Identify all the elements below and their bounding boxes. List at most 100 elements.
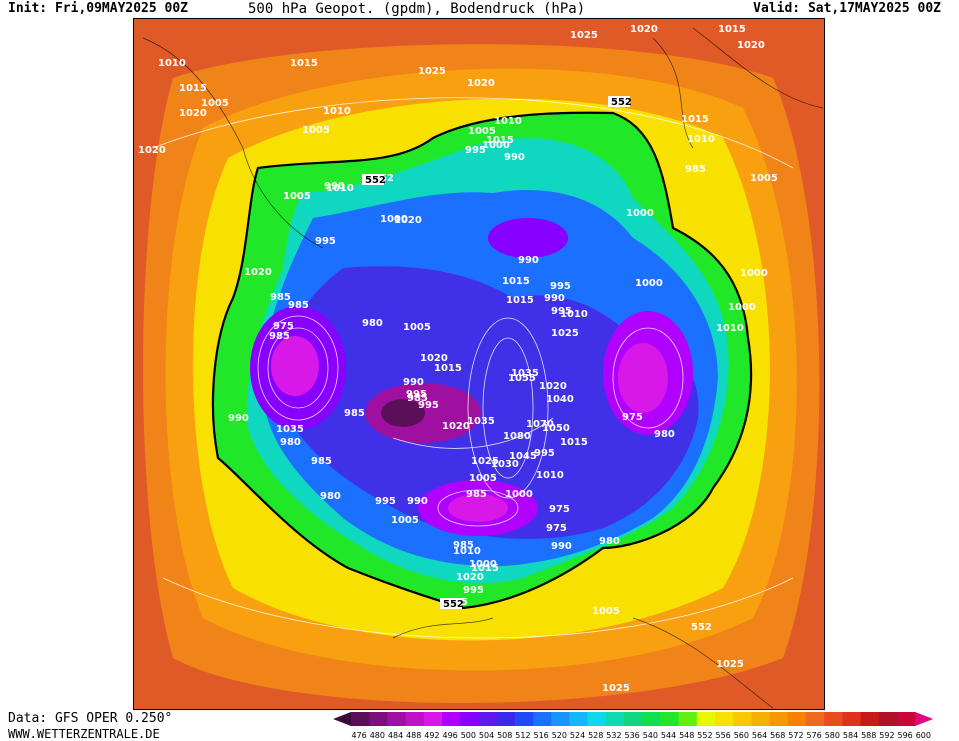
isobar-label: 1010 [326, 183, 354, 194]
isobar-label: 995 [463, 585, 484, 596]
isobar-label: 1015 [681, 114, 709, 125]
scale-label: 544 [661, 731, 676, 740]
scale-label: 600 [916, 731, 931, 740]
coastlines [142, 27, 824, 709]
isobar-label: 990 [403, 377, 424, 388]
isobar-label: 1005 [391, 515, 419, 526]
contour-label-south: 552 [443, 599, 464, 610]
scale-label: 492 [424, 731, 439, 740]
scale-swatch [569, 712, 589, 726]
isobar-label: 1015 [471, 563, 499, 574]
isobar-label: 1005 [468, 126, 496, 137]
isobar-label: 1020 [630, 24, 658, 35]
website-link[interactable]: WWW.WETTERZENTRALE.DE [8, 727, 160, 741]
isobar-label: 1015 [290, 58, 318, 69]
isobar-label: 1045 [509, 451, 537, 462]
isobar-label: 1015 [506, 295, 534, 306]
scale-swatch [460, 712, 479, 726]
scale-label: 584 [843, 731, 858, 740]
isobar-label: 985 [344, 408, 365, 419]
isobar-label: 1025 [471, 456, 499, 467]
isobar-label: 1000 [380, 214, 408, 225]
isobar-label: 1025 [716, 659, 744, 670]
scale-swatch [551, 712, 570, 726]
scale-swatch [715, 712, 734, 726]
isobar-label: 995 [315, 236, 336, 247]
isobar-label: 1025 [602, 683, 630, 694]
scale-label: 524 [570, 731, 585, 740]
scale-swatch [733, 712, 752, 726]
isobar-label: 1020 [456, 572, 484, 583]
isobar-label: 1000 [740, 268, 768, 279]
isobar-label: 980 [654, 429, 675, 440]
scale-label: 536 [625, 731, 640, 740]
chart-title: 500 hPa Geopot. (gpdm), Bodendruck (hPa) [248, 1, 586, 17]
scale-swatch [533, 712, 552, 726]
scale-swatch [660, 712, 680, 726]
scale-label: 580 [825, 731, 840, 740]
isobar-label: 1025 [570, 30, 598, 41]
isobar-label: 1080 [503, 431, 531, 442]
isobar-label: 1000 [626, 208, 654, 219]
isobar-label: 1040 [546, 394, 574, 405]
scale-label: 496 [443, 731, 458, 740]
scale-swatch [860, 712, 880, 726]
field-indigo [282, 266, 699, 539]
label-552-west [362, 174, 384, 185]
scale-arrow-right [915, 712, 934, 726]
isobar-label: 1035 [276, 424, 304, 435]
scale-label: 596 [898, 731, 913, 740]
scale-swatch [897, 712, 916, 726]
isobar-label: 975 [273, 321, 294, 332]
isobar-label: 985 [311, 456, 332, 467]
scale-swatch [806, 712, 825, 726]
scale-label: 564 [752, 731, 767, 740]
scale-swatch [369, 712, 388, 726]
isobar-label: 985 [288, 300, 309, 311]
isobar-label: 1020 [394, 215, 422, 226]
contour-label-north: 552 [611, 97, 632, 108]
isobar-label: 990 [551, 541, 572, 552]
isobar-label: 1010 [687, 134, 715, 145]
scale-label: 572 [788, 731, 803, 740]
isobar-label: 985 [407, 393, 428, 404]
data-source-label: Data: GFS OPER 0.250° [8, 711, 173, 726]
isobar-label: 1000 [505, 489, 533, 500]
scale-swatch [514, 712, 534, 726]
valid-time-label: Valid: Sat,17MAY2025 00Z [753, 1, 941, 16]
isobar-label: 975 [622, 412, 643, 423]
scale-label: 568 [770, 731, 785, 740]
isobar-label: 995 [550, 281, 571, 292]
isobar-label: 1025 [551, 328, 579, 339]
isobar-label: 1005 [469, 473, 497, 484]
isobar-label: 1015 [486, 135, 514, 146]
isobar-label: 1010 [453, 546, 481, 557]
scale-swatch [478, 712, 498, 726]
scale-label: 556 [716, 731, 731, 740]
scale-swatch [605, 712, 625, 726]
isobar-label: 980 [599, 536, 620, 547]
init-time-label: Init: Fri,09MAY2025 00Z [8, 1, 189, 16]
isobar-label: 1020 [138, 145, 166, 156]
scale-label: 504 [479, 731, 494, 740]
scale-swatch [496, 712, 516, 726]
isobar-label: 1015 [560, 437, 588, 448]
isobar-label: 985 [453, 540, 474, 551]
contour-552 [211, 111, 753, 610]
isobar-label: 1005 [403, 322, 431, 333]
scale-swatch [642, 712, 661, 726]
scale-swatch [587, 712, 607, 726]
low-east-core [618, 343, 668, 413]
isobar-label: 1015 [502, 276, 530, 287]
map-frame [133, 18, 825, 710]
scale-label: 588 [861, 731, 876, 740]
isobar-label: 1010 [323, 106, 351, 117]
isobar-label: 995 [534, 448, 555, 459]
scale-label: 592 [879, 731, 894, 740]
scale-swatch [442, 712, 461, 726]
isobar-label: 1050 [542, 423, 570, 434]
low-west-core [271, 336, 319, 396]
scale-arrow-left [333, 712, 351, 726]
isobar-label: 990 [228, 413, 249, 424]
